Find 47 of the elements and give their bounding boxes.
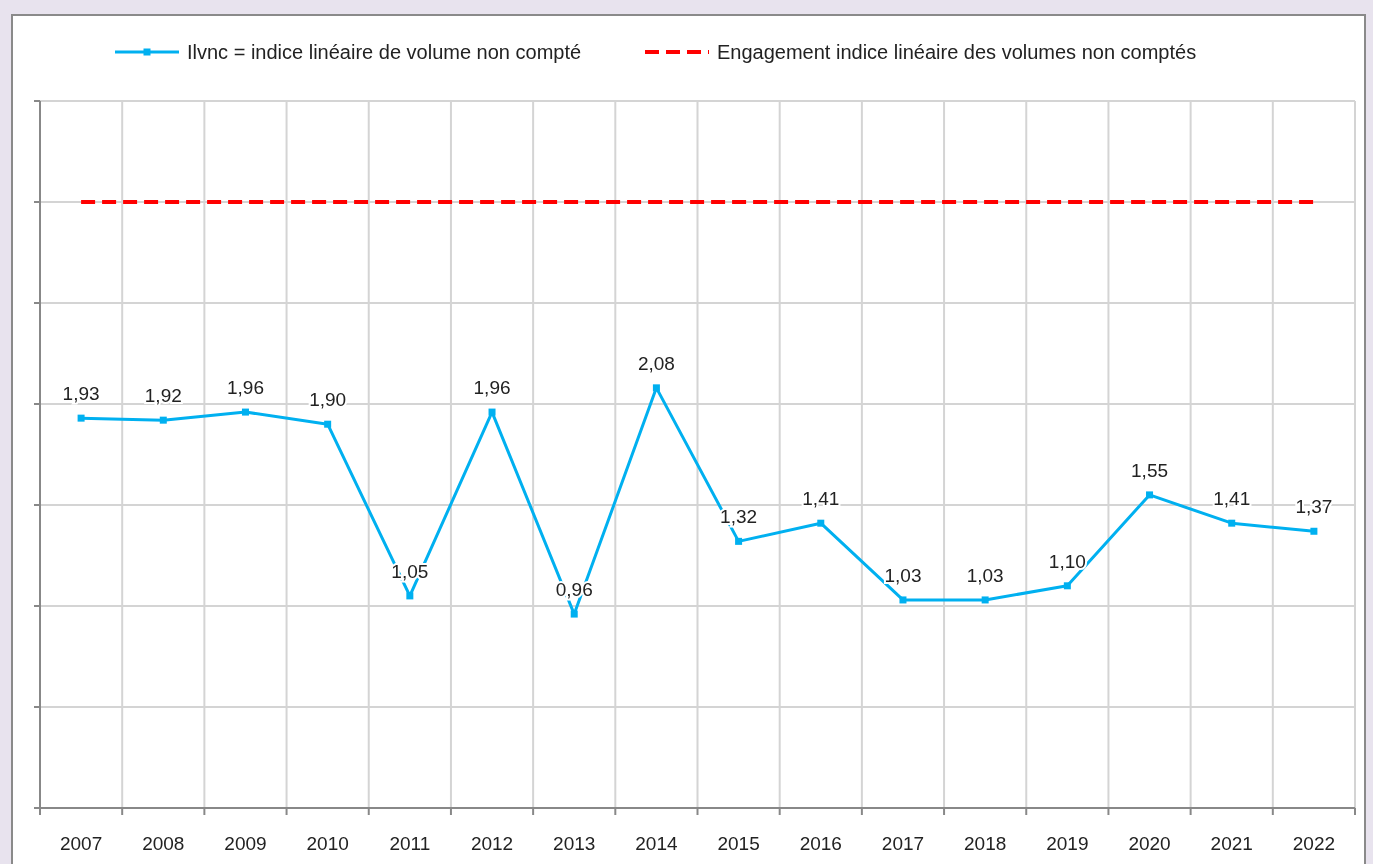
- point: [241, 408, 249, 416]
- data-label: 1,03: [966, 564, 1004, 586]
- point: [735, 537, 743, 545]
- x-tick-label: 2013: [553, 833, 596, 854]
- x-tick-label: 2018: [964, 833, 1007, 854]
- data-label: 2,08: [637, 352, 675, 374]
- data-label: 1,41: [802, 488, 840, 510]
- point: [77, 414, 85, 422]
- point: [1146, 491, 1154, 499]
- point: [981, 596, 989, 604]
- x-tick-label: 2011: [389, 833, 431, 854]
- data-label: 1,10: [1048, 550, 1086, 572]
- data-label: 1,03: [884, 564, 922, 586]
- x-tick-label: 2009: [224, 833, 267, 854]
- data-label: 1,93: [62, 383, 100, 405]
- point: [817, 519, 825, 527]
- point: [570, 610, 578, 618]
- x-tick-label: 2008: [142, 833, 185, 854]
- data-label: 1,92: [144, 385, 182, 407]
- x-tick-label: 2021: [1210, 833, 1253, 854]
- point: [488, 408, 496, 416]
- data-label: 1,90: [309, 389, 347, 411]
- x-tick-label: 2020: [1128, 833, 1171, 854]
- point: [406, 592, 414, 600]
- legend-label: Engagement indice linéaire des volumes non comptés: [717, 41, 1197, 63]
- x-tick-label: 2014: [635, 833, 678, 854]
- x-tick-label: 2022: [1292, 833, 1336, 854]
- x-tick-label: 2012: [470, 833, 514, 854]
- point: [324, 420, 332, 428]
- data-label: 1,41: [1213, 488, 1251, 510]
- legend-label: Ilvnc = indice linéaire de volume non compté: [187, 41, 582, 63]
- point: [1228, 519, 1236, 527]
- point: [159, 416, 167, 424]
- x-tick-label: 2016: [799, 833, 842, 854]
- x-tick-label: 2017: [881, 833, 925, 854]
- x-tick-label: 2015: [717, 833, 760, 854]
- data-label: 1,37: [1295, 496, 1333, 518]
- point: [652, 384, 660, 392]
- point: [1063, 582, 1071, 590]
- data-label: 1,96: [226, 377, 264, 399]
- point: [1310, 527, 1318, 535]
- data-label: 1,96: [473, 377, 511, 399]
- x-tick-label: 2019: [1046, 833, 1089, 854]
- data-label: 1,55: [1131, 459, 1169, 481]
- point: [899, 596, 907, 604]
- x-tick-label: 2010: [306, 833, 349, 854]
- x-tick-label: 2007: [59, 833, 103, 854]
